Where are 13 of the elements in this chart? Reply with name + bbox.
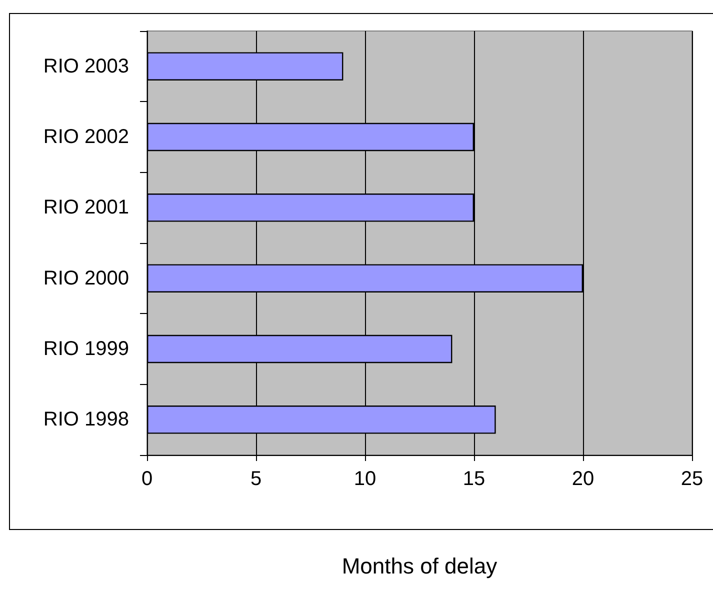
- x-tick-label: 5: [250, 468, 262, 490]
- y-tick-label: RIO 1998: [43, 408, 129, 431]
- x-tick-label: 0: [141, 468, 153, 490]
- x-tick-label: 15: [462, 468, 486, 490]
- x-tick-label: 10: [354, 468, 376, 490]
- x-tick-label: 25: [680, 468, 704, 490]
- x-tick-label: 20: [572, 468, 594, 490]
- y-tick-label: RIO 2001: [43, 196, 129, 219]
- x-axis-title: Months of delay: [342, 554, 498, 578]
- y-tick-label: RIO 2003: [43, 55, 129, 78]
- y-tick-label: RIO 2000: [43, 267, 129, 290]
- y-tick-label: RIO 2002: [43, 126, 129, 148]
- y-tick-label: RIO 1999: [43, 338, 129, 360]
